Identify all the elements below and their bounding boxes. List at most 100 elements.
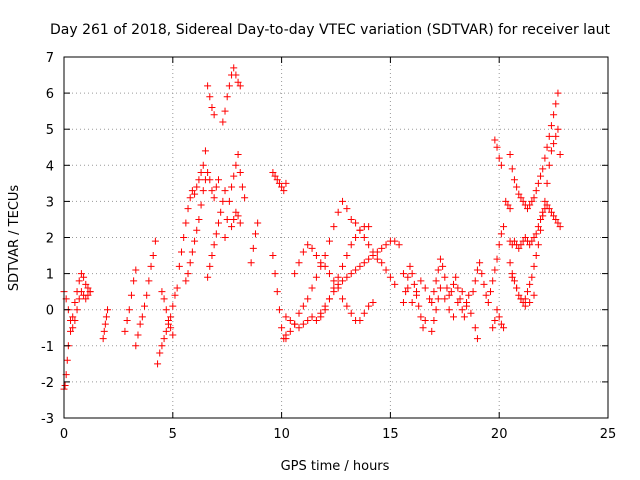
data-point <box>556 223 564 231</box>
data-point <box>249 244 257 252</box>
data-point <box>230 215 238 223</box>
series-sat-k <box>204 82 218 119</box>
data-point <box>219 118 227 126</box>
data-point <box>545 132 553 140</box>
data-point <box>234 212 242 220</box>
data-point <box>210 194 218 202</box>
data-point <box>426 295 434 303</box>
series-sat-ab <box>491 136 505 169</box>
data-point <box>415 302 423 310</box>
series-sat-a <box>60 270 94 393</box>
data-point <box>325 295 333 303</box>
y-tick-label: -3 <box>41 412 54 427</box>
data-point <box>554 219 562 227</box>
data-point <box>75 277 83 285</box>
data-point <box>221 187 229 195</box>
data-point <box>199 161 207 169</box>
data-point <box>347 241 355 249</box>
data-point <box>169 331 177 339</box>
data-point <box>149 252 157 260</box>
data-point <box>373 248 381 256</box>
data-point <box>526 201 534 209</box>
series-sat-g <box>158 288 177 339</box>
data-point <box>136 320 144 328</box>
data-point <box>182 219 190 227</box>
data-point <box>343 302 351 310</box>
data-point <box>517 295 525 303</box>
data-point <box>386 273 394 281</box>
data-point <box>195 215 203 223</box>
data-point <box>101 320 109 328</box>
data-point <box>408 298 416 306</box>
data-point <box>339 295 347 303</box>
data-point <box>434 266 442 274</box>
x-tick-label: 0 <box>60 427 68 442</box>
data-point <box>138 313 146 321</box>
data-point <box>280 187 288 195</box>
data-point <box>432 277 440 285</box>
data-point <box>369 298 377 306</box>
data-point <box>447 288 455 296</box>
data-point <box>434 295 442 303</box>
grid-lines <box>64 57 608 418</box>
data-point <box>325 270 333 278</box>
series-sat-i <box>182 169 222 285</box>
data-point <box>188 187 196 195</box>
data-point <box>352 266 360 274</box>
data-point <box>334 208 342 216</box>
data-point <box>86 288 94 296</box>
data-point <box>545 205 553 213</box>
data-point <box>286 327 294 335</box>
series-sat-j <box>204 187 229 281</box>
data-point <box>73 306 81 314</box>
data-point <box>441 295 449 303</box>
data-point <box>308 313 316 321</box>
data-point <box>69 313 77 321</box>
series-sat-o <box>247 219 262 267</box>
data-point <box>537 226 545 234</box>
data-point <box>491 266 499 274</box>
data-point <box>484 298 492 306</box>
data-point <box>158 342 166 350</box>
x-tick-label: 25 <box>600 427 617 442</box>
data-point <box>162 306 170 314</box>
data-point <box>308 244 316 252</box>
data-point <box>234 150 242 158</box>
data-point <box>417 313 425 321</box>
data-point <box>523 205 531 213</box>
data-point <box>506 259 514 267</box>
data-point <box>530 194 538 202</box>
data-point <box>456 295 464 303</box>
data-point <box>432 306 440 314</box>
data-point <box>502 197 510 205</box>
y-tick-label: -1 <box>41 340 54 355</box>
data-point <box>510 237 518 245</box>
data-point <box>421 317 429 325</box>
data-point <box>402 288 410 296</box>
data-point <box>330 223 338 231</box>
data-point <box>547 208 555 216</box>
data-point <box>236 82 244 90</box>
data-point <box>343 252 351 260</box>
data-point <box>347 270 355 278</box>
data-point <box>534 179 542 187</box>
data-point <box>217 208 225 216</box>
data-point <box>71 298 79 306</box>
data-point <box>347 215 355 223</box>
data-point <box>221 107 229 115</box>
data-point <box>467 309 475 317</box>
x-tick-label: 20 <box>491 427 508 442</box>
data-point <box>228 183 236 191</box>
data-point <box>188 248 196 256</box>
data-point <box>317 313 325 321</box>
data-point <box>526 241 534 249</box>
data-point <box>167 324 175 332</box>
data-point <box>395 241 403 249</box>
data-point <box>173 284 181 292</box>
data-point <box>365 241 373 249</box>
data-point <box>550 140 558 148</box>
data-point <box>208 187 216 195</box>
y-tick-label: 1 <box>46 268 54 283</box>
data-point <box>352 234 360 241</box>
series-sat-s <box>282 237 403 332</box>
